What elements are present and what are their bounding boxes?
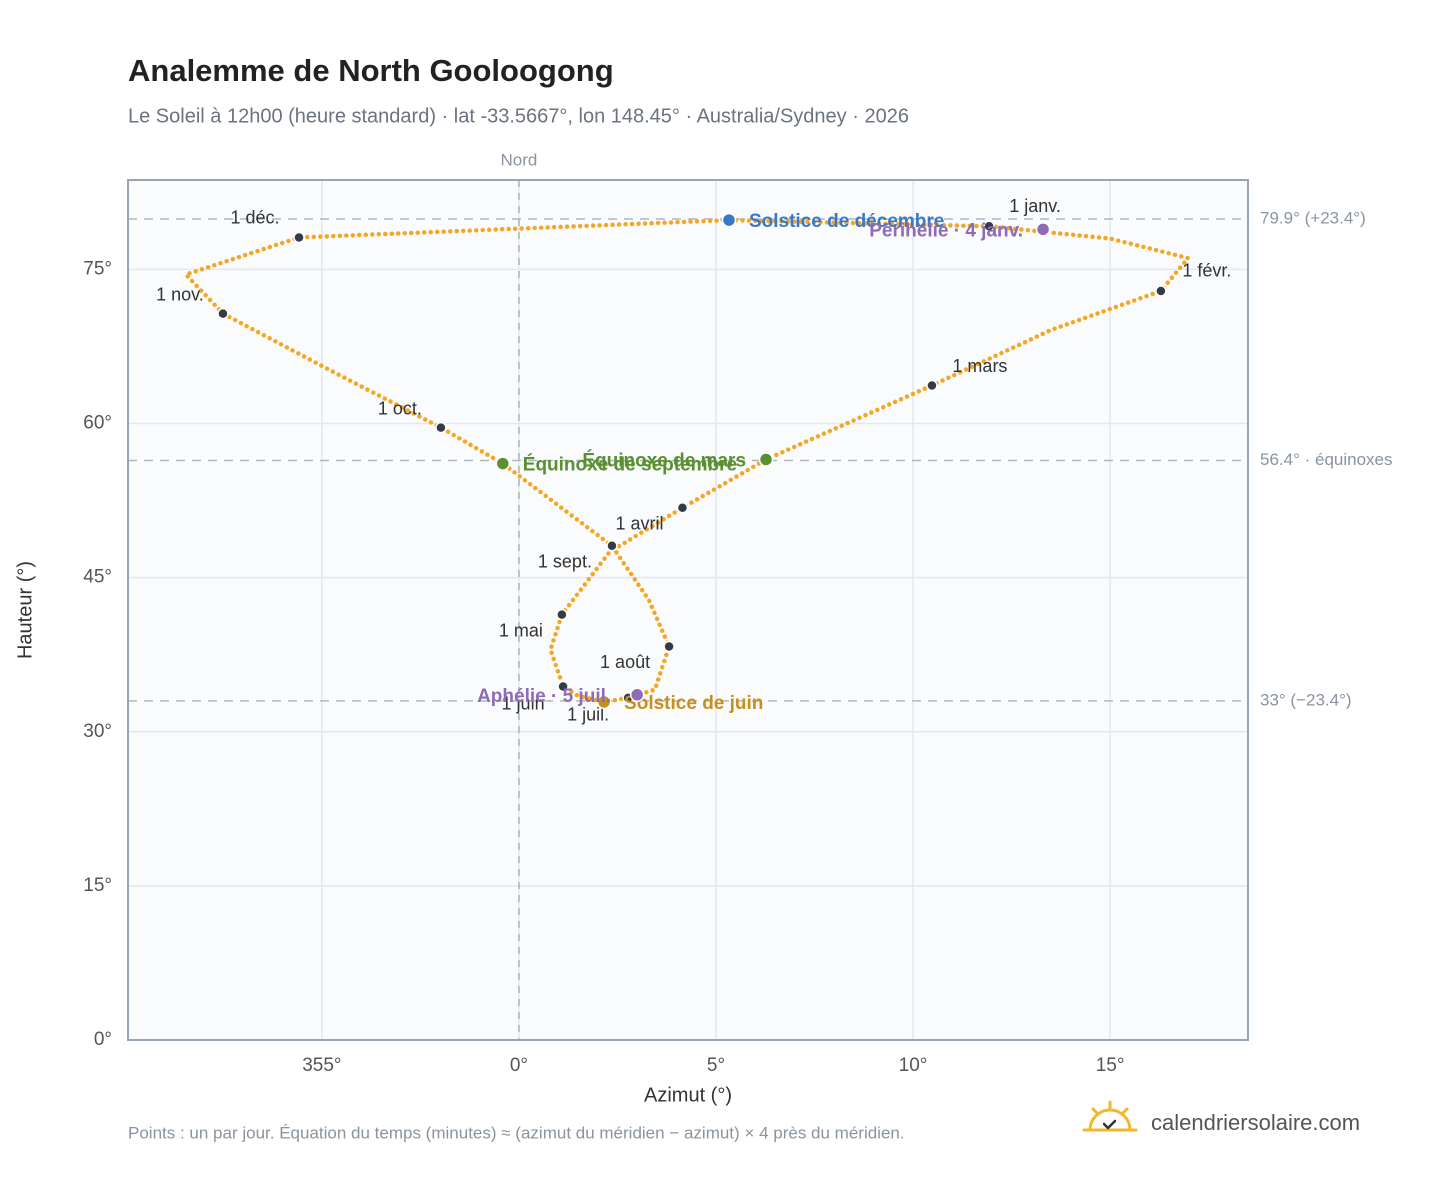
month-label: 1 juin (502, 693, 545, 713)
event-marker (596, 694, 612, 710)
x-tick-label: 0° (510, 1055, 528, 1076)
event-label: Périhélie · 4 janv. (869, 220, 1023, 241)
event-marker (1035, 222, 1051, 237)
north-label: Nord (501, 150, 538, 169)
x-tick-label: 10° (899, 1055, 928, 1076)
month-marker (926, 379, 938, 392)
event-marker (758, 452, 774, 467)
chart-title: Analemme de North Gooloogong (128, 53, 614, 88)
month-marker (556, 608, 568, 621)
month-marker (217, 307, 229, 320)
month-marker (983, 220, 995, 232)
month-label: 1 janv. (1009, 196, 1061, 216)
plot-border (127, 179, 1249, 1041)
event-label: Équinoxe de mars (582, 449, 746, 471)
month-marker (1155, 285, 1167, 297)
event-marker (629, 687, 645, 703)
y-tick-label: 0° (94, 1029, 112, 1050)
month-marker (606, 540, 618, 552)
event-marker (495, 456, 511, 471)
month-label: 1 févr. (1182, 261, 1231, 281)
x-tick-label: 5° (707, 1055, 725, 1076)
y-axis-label: Hauteur (°) (14, 561, 36, 659)
y-tick-label: 60° (83, 413, 112, 434)
brand-logo (1082, 1100, 1138, 1132)
y-tick-label: 30° (83, 721, 112, 742)
footnote: Points : un par jour. Équation du temps … (128, 1123, 905, 1142)
month-marker (557, 680, 569, 693)
plot-area (128, 180, 1248, 1040)
x-tick-label: 355° (302, 1055, 341, 1076)
y-tick-label: 75° (83, 258, 112, 279)
reference-label: 79.9° (+23.4°) (1260, 209, 1366, 228)
month-label: 1 oct. (378, 398, 422, 418)
event-label: Solstice de juin (624, 693, 763, 714)
month-label: 1 déc. (231, 207, 280, 227)
month-label: 1 juil. (567, 705, 609, 725)
month-label: 1 nov. (156, 284, 204, 304)
x-tick-label: 15° (1096, 1055, 1125, 1076)
month-label: 1 mars (952, 356, 1007, 376)
y-tick-label: 15° (83, 875, 112, 896)
month-marker (663, 640, 675, 653)
x-axis-label: Azimut (°) (644, 1084, 732, 1106)
month-label: 1 août (600, 652, 650, 672)
reference-label: 33° (−23.4°) (1260, 690, 1352, 709)
month-label: 1 avril (615, 514, 663, 534)
month-marker (293, 231, 305, 244)
month-marker (676, 502, 689, 514)
chart-subtitle: Le Soleil à 12h00 (heure standard) · lat… (128, 105, 909, 127)
month-label: 1 mai (499, 620, 543, 640)
month-marker (435, 421, 447, 434)
event-label: Solstice de décembre (749, 211, 944, 232)
event-label: Équinoxe de septembre (523, 454, 737, 476)
brand-name: calendriersolaire.com (1151, 1110, 1360, 1135)
reference-label: 56.4° · équinoxes (1260, 450, 1393, 469)
month-label: 1 sept. (538, 552, 592, 572)
event-label: Aphélie · 5 juil. (477, 686, 611, 707)
event-marker (721, 212, 737, 228)
plot-layer: 1 janv. 1 févr. 1 mars 1 avril 1 mai 1 juin 1 … (128, 180, 1248, 1041)
y-tick-label: 45° (83, 567, 112, 588)
